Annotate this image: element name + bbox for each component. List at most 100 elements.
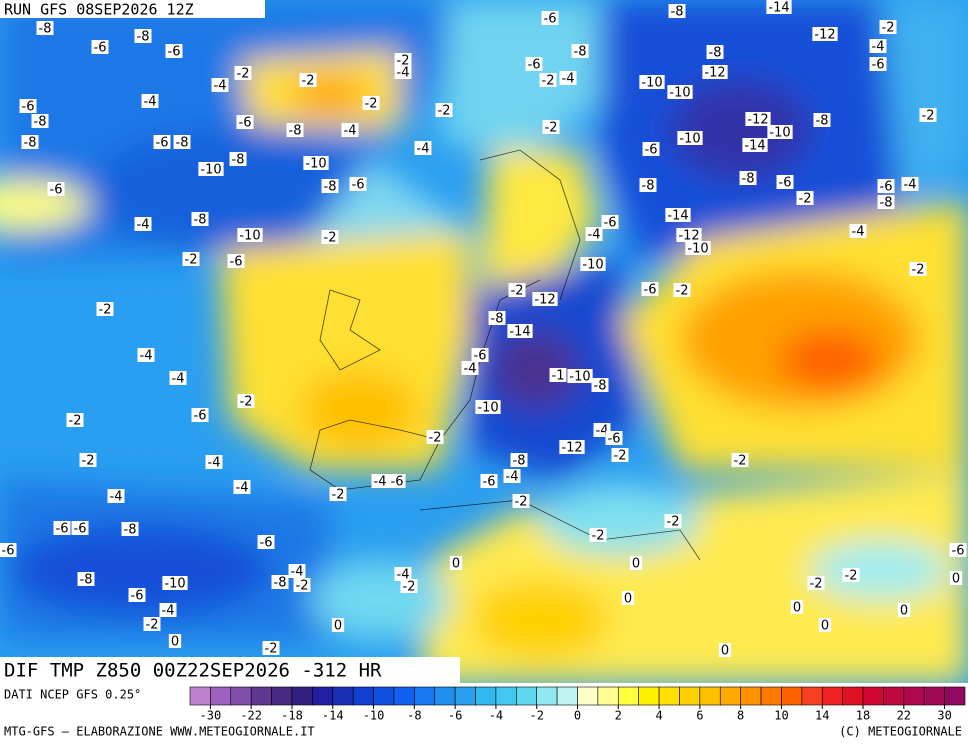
- contour-label: -8: [877, 195, 895, 211]
- label-text: -4: [374, 475, 387, 490]
- contour-label: -6: [480, 474, 498, 490]
- label-box: [198, 162, 224, 176]
- label-text: -6: [608, 432, 621, 447]
- label-box: [919, 108, 937, 122]
- label-box: [621, 591, 635, 605]
- label-text: -4: [596, 424, 609, 439]
- contour-label: -14: [742, 138, 768, 154]
- contour-label: -6: [236, 115, 254, 131]
- label-text: -4: [397, 568, 410, 583]
- contour-label: -4: [233, 480, 251, 496]
- contour-label: -4: [205, 455, 223, 471]
- label-box: [435, 103, 453, 117]
- label-text: -2: [667, 515, 680, 530]
- label-box: [321, 179, 339, 193]
- label-text: -4: [852, 225, 865, 240]
- contour-label: -2: [611, 448, 629, 464]
- label-text: -4: [291, 565, 304, 580]
- color-swatch: [923, 686, 945, 706]
- label-text: -8: [124, 523, 137, 538]
- contour-label: -10: [303, 156, 329, 172]
- label-box: [349, 177, 367, 191]
- label-text: -6: [779, 176, 792, 191]
- contour-label: -12: [702, 65, 728, 81]
- label-text: -8: [742, 172, 755, 187]
- label-box: [742, 138, 768, 152]
- label-text: -4: [344, 124, 357, 139]
- contour-label: -2: [842, 568, 860, 584]
- label-box: [629, 556, 643, 570]
- label-text: -8: [274, 576, 287, 591]
- contour-label: -2: [909, 262, 927, 278]
- contour-label: -2: [394, 53, 412, 69]
- contour-label: -4: [901, 177, 919, 193]
- label-text: -2: [511, 284, 524, 299]
- label-box: [121, 522, 139, 536]
- label-text: -6: [239, 116, 252, 131]
- label-text: -8: [289, 124, 302, 139]
- label-text: -6: [391, 475, 404, 490]
- label-box: [91, 40, 109, 54]
- label-box: [949, 571, 963, 585]
- label-box: [303, 156, 329, 170]
- contour-label: -14: [766, 0, 792, 16]
- label-text: -8: [80, 573, 93, 588]
- label-text: -2: [882, 21, 895, 36]
- label-text: -8: [176, 136, 189, 151]
- label-text: -8: [491, 312, 504, 327]
- color-swatch: [658, 686, 680, 706]
- label-text: -10: [769, 126, 790, 141]
- label-text: -2: [324, 231, 337, 246]
- contour-label: -6: [388, 474, 406, 490]
- label-text: -6: [604, 216, 617, 231]
- contour-label: -2: [329, 487, 347, 503]
- color-swatch: [516, 686, 538, 706]
- label-box: [901, 177, 919, 191]
- label-box: [159, 603, 177, 617]
- label-text: -2: [845, 569, 858, 584]
- label-text: -4: [588, 228, 601, 243]
- label-box: [394, 53, 412, 67]
- label-box: [271, 575, 289, 589]
- label-box: [165, 44, 183, 58]
- contour-label: -6: [0, 543, 17, 559]
- color-swatch: [271, 686, 293, 706]
- label-box: [539, 73, 557, 87]
- label-box: [237, 228, 263, 242]
- contour-label: -6: [71, 521, 89, 537]
- label-box: [559, 440, 585, 454]
- contour-label: -2: [664, 514, 682, 530]
- label-text: -12: [704, 66, 725, 81]
- contour-label: -8: [134, 29, 152, 45]
- contour-label: -10: [767, 125, 793, 141]
- contour-label: -8: [286, 123, 304, 139]
- label-text: -4: [140, 349, 153, 364]
- contour-label: -6: [525, 57, 543, 73]
- label-text: -6: [50, 183, 63, 198]
- label-box: [394, 65, 412, 79]
- label-text: -4: [562, 72, 575, 87]
- contour-label: -6: [642, 142, 660, 158]
- color-swatch: [250, 686, 272, 706]
- color-swatch: [577, 686, 599, 706]
- tick-label: 14: [815, 709, 829, 723]
- label-text: -4: [904, 178, 917, 193]
- contour-label: 0: [790, 600, 804, 616]
- label-text: 0: [171, 635, 179, 650]
- label-box: [107, 489, 125, 503]
- contour-label: -8: [31, 114, 49, 130]
- label-box: [739, 171, 757, 185]
- label-text: -2: [515, 495, 528, 510]
- contour-label: -10: [567, 369, 593, 385]
- label-text: -6: [156, 136, 169, 151]
- label-box: [567, 369, 593, 383]
- contour-label: -10: [580, 257, 606, 273]
- tick-label: -14: [322, 709, 344, 723]
- label-text: 0: [452, 557, 460, 572]
- label-text: -2: [237, 67, 250, 82]
- label-text: -10: [200, 163, 221, 178]
- label-box: [36, 21, 54, 35]
- label-box: [236, 115, 254, 129]
- label-text: -6: [194, 409, 207, 424]
